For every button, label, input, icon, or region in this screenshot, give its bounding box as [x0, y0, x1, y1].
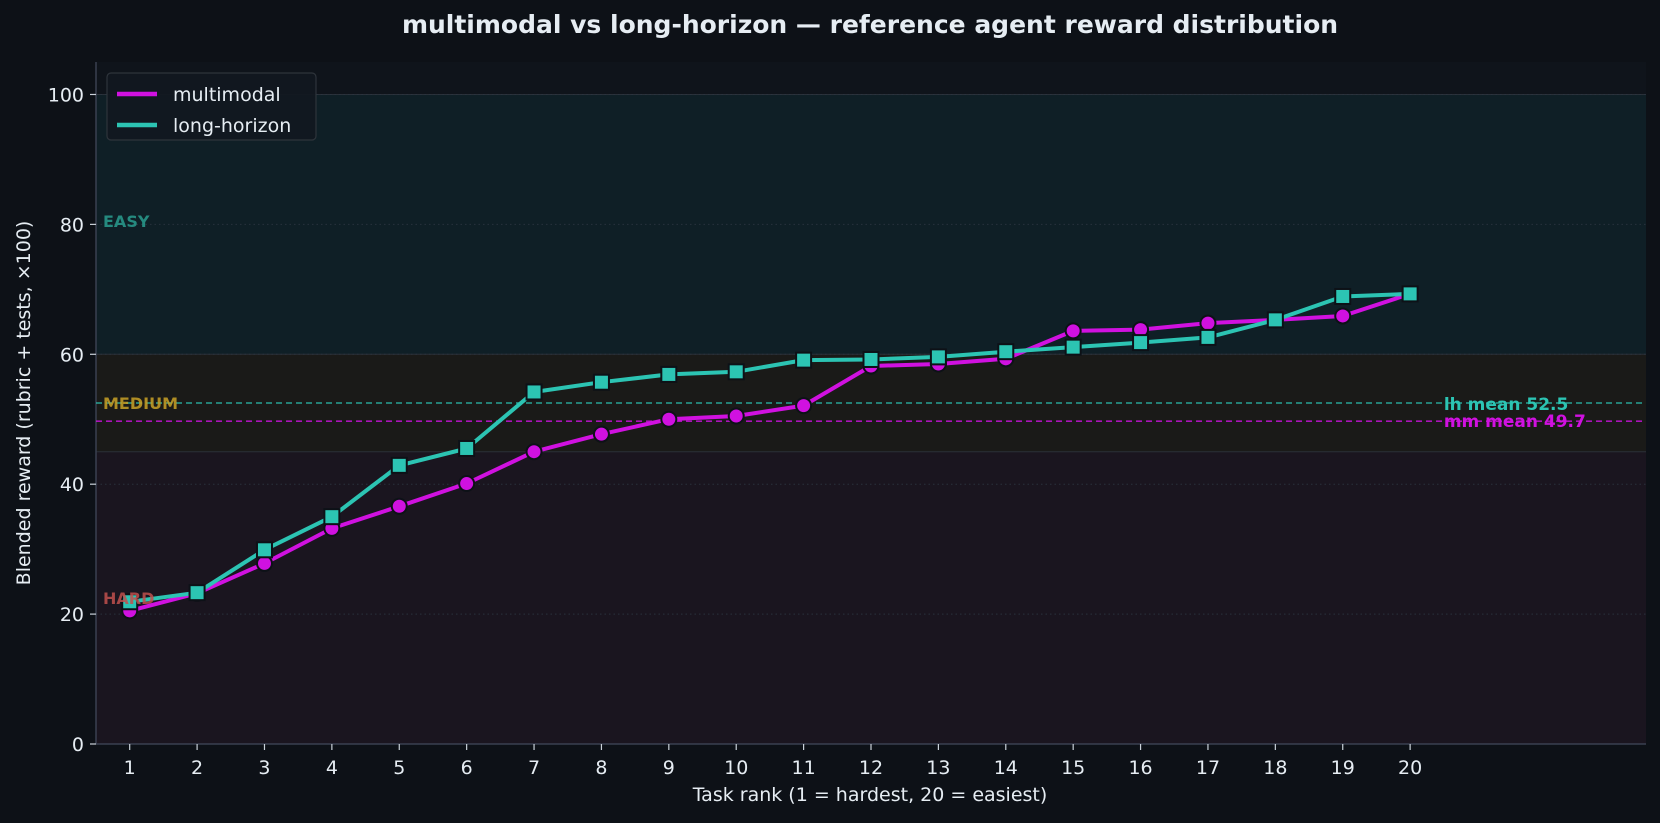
point-long-horizon: [1132, 334, 1150, 352]
point-multimodal: [727, 407, 745, 425]
x-tick-label: 11: [792, 757, 816, 779]
point-multimodal: [390, 497, 408, 515]
point-long-horizon: [862, 350, 880, 368]
point-multimodal: [660, 410, 678, 428]
point-multimodal: [795, 397, 813, 415]
y-tick-label: 60: [60, 344, 84, 366]
point-long-horizon: [458, 439, 476, 457]
x-tick-label: 12: [859, 757, 883, 779]
y-tick-label: 80: [60, 214, 84, 236]
band-label-hard: HARD: [103, 589, 154, 608]
point-multimodal: [1064, 322, 1082, 340]
point-long-horizon: [1064, 338, 1082, 356]
y-tick-label: 40: [60, 474, 84, 496]
x-tick-label: 18: [1263, 757, 1287, 779]
point-long-horizon: [592, 373, 610, 391]
point-multimodal: [592, 425, 610, 443]
x-tick-label: 13: [926, 757, 950, 779]
band-label-easy: EASY: [103, 212, 150, 231]
y-tick-label: 0: [72, 734, 84, 756]
point-long-horizon: [929, 348, 947, 366]
x-tick-label: 1: [124, 757, 136, 779]
point-long-horizon: [1199, 328, 1217, 346]
x-tick-label: 8: [595, 757, 607, 779]
point-long-horizon: [727, 363, 745, 381]
x-tick-label: 9: [663, 757, 675, 779]
point-multimodal: [1199, 314, 1217, 332]
x-tick-label: 17: [1196, 757, 1220, 779]
point-long-horizon: [1401, 285, 1419, 303]
x-axis-label: Task rank (1 = hardest, 20 = easiest): [692, 784, 1048, 806]
mean-label-1: mm mean 49.7: [1444, 412, 1586, 432]
x-tick-label: 3: [258, 757, 270, 779]
legend-label-multimodal: multimodal: [173, 84, 281, 106]
series-line-long-horizon: [127, 291, 1413, 604]
x-tick-label: 5: [393, 757, 405, 779]
chart-title: multimodal vs long-horizon — reference a…: [402, 10, 1338, 39]
point-long-horizon: [188, 584, 206, 602]
x-tick-label: 16: [1128, 757, 1152, 779]
x-tick-label: 7: [528, 757, 540, 779]
point-long-horizon: [1266, 311, 1284, 329]
point-long-horizon: [390, 456, 408, 474]
point-multimodal: [458, 475, 476, 493]
y-tick-label: 100: [48, 84, 84, 106]
point-multimodal: [525, 443, 543, 461]
point-long-horizon: [795, 351, 813, 369]
band-label-medium: MEDIUM: [103, 394, 178, 413]
x-tick-label: 6: [461, 757, 473, 779]
series-line-multimodal: [127, 291, 1413, 613]
legend-box: [106, 72, 317, 141]
band-hard: [96, 451, 1646, 744]
point-long-horizon: [660, 365, 678, 383]
x-tick-label: 15: [1061, 757, 1085, 779]
point-long-horizon: [997, 343, 1015, 361]
point-long-horizon: [1334, 287, 1352, 305]
point-multimodal: [1334, 307, 1352, 325]
x-tick-label: 20: [1398, 757, 1422, 779]
point-long-horizon: [121, 593, 139, 611]
legend-label-long-horizon: long-horizon: [173, 115, 291, 137]
y-tick-label: 20: [60, 604, 84, 626]
point-long-horizon: [323, 508, 341, 526]
point-long-horizon: [255, 541, 273, 559]
x-tick-label: 14: [994, 757, 1018, 779]
x-tick-label: 4: [326, 757, 338, 779]
point-long-horizon: [525, 383, 543, 401]
x-tick-label: 2: [191, 757, 203, 779]
mean-label-0: lh mean 52.5: [1444, 395, 1569, 415]
x-tick-label: 19: [1331, 757, 1355, 779]
x-tick-label: 10: [724, 757, 748, 779]
y-axis-label: Blended reward (rubric + tests, ×100): [13, 221, 35, 586]
